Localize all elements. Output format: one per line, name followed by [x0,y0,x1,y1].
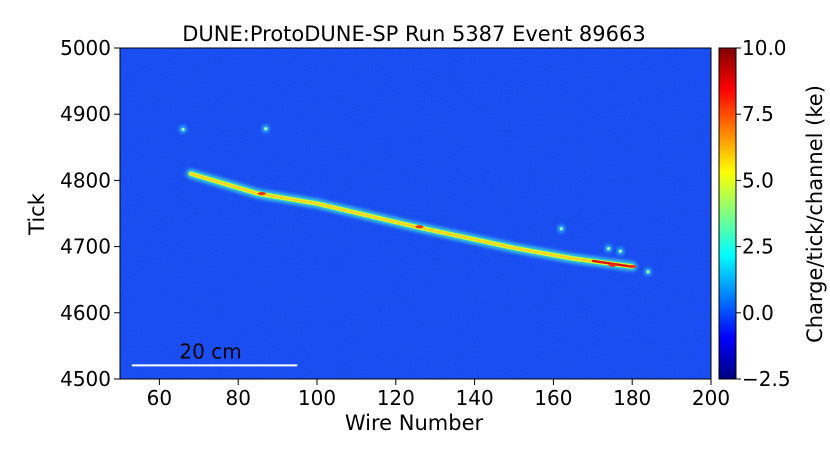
track-hotspot [415,225,424,229]
charge-blob [643,267,652,276]
colorbar-tick-label: 7.5 [742,102,774,126]
colorbar-tick-label: −2.5 [742,367,791,391]
charge-blob [179,125,188,134]
scale-bar: 20 cm [131,339,298,367]
x-tick-label: 100 [298,386,336,410]
heatmap-noise [120,48,711,379]
x-tick-label: 180 [613,386,651,410]
track-hotspot [257,192,266,196]
y-tick-label: 4700 [60,235,111,259]
chart-title: DUNE:ProtoDUNE-SP Run 5387 Event 89663 [182,22,645,46]
y-tick-label: 4800 [60,168,111,192]
x-tick-label: 200 [692,386,730,410]
colorbar: 10.0 7.5 5.0 2.5 0.0 −2.5 Charge/tick/channel… [718,36,827,391]
blob-layer [179,124,652,276]
colorbar-gradient [718,47,737,380]
track-layer [185,168,638,272]
colorbar-ticks: 10.0 7.5 5.0 2.5 0.0 −2.5 [736,36,791,391]
charge-blob [261,124,270,133]
y-tick-label: 4600 [60,301,111,325]
y-tick-label: 5000 [60,36,111,60]
track-hotspot [608,263,617,267]
colorbar-label: Charge/tick/channel (ke) [803,85,827,343]
scale-bar-label: 20 cm [179,339,241,363]
plot-frame [119,47,712,380]
x-tick-label: 60 [147,386,172,410]
x-tick-label: 120 [377,386,415,410]
x-axis-label: Wire Number [345,411,484,435]
y-tick-label: 4900 [60,102,111,126]
colorbar-tick-label: 0.0 [742,301,774,325]
heatmap-area: 20 cm [119,47,712,380]
colorbar-tick-label: 5.0 [742,168,774,192]
track-hotspot [628,264,637,269]
x-tick-label: 80 [225,386,250,410]
charge-blob [604,244,613,253]
y-axis: 4500 4600 4700 4800 4900 5000 [60,36,120,391]
x-axis: 60 80 100 120 140 160 180 200 [147,379,730,410]
y-axis-label: Tick [25,192,49,236]
colorbar-tick-label: 10.0 [742,36,787,60]
charge-blob [557,224,566,233]
x-tick-label: 140 [456,386,494,410]
colorbar-tick-label: 2.5 [742,235,774,259]
y-tick-label: 4500 [60,367,111,391]
x-tick-label: 160 [534,386,572,410]
charge-blob [616,247,625,256]
